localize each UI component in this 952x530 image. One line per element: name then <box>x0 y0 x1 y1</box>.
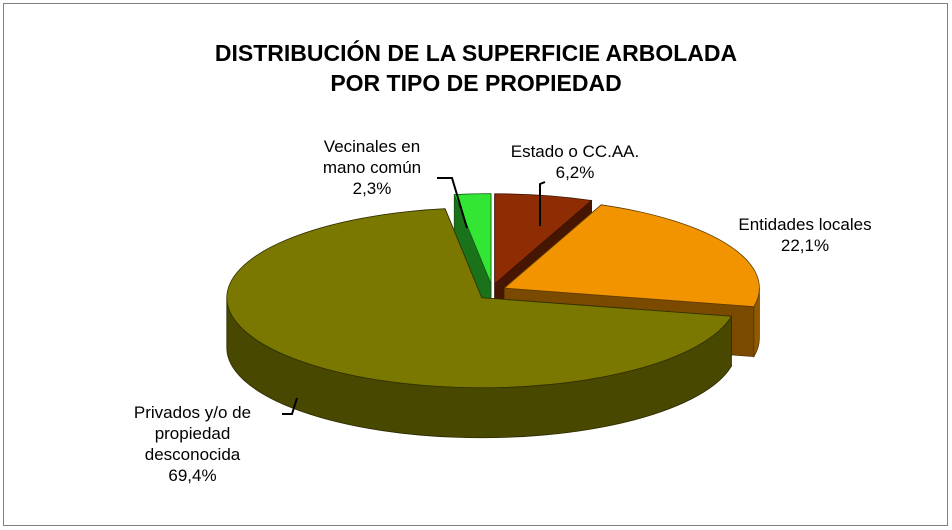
slice-label: Vecinales en mano común 2,3% <box>302 136 442 199</box>
leader-line <box>539 181 546 226</box>
category-label: Estado o CC.AA. <box>510 142 640 161</box>
slice <box>494 193 593 285</box>
slice-label: Entidades locales 22,1% <box>715 214 895 256</box>
value-label: 2,3% <box>352 179 392 198</box>
category-label: Privados y/o de propiedad desconocida <box>133 403 252 464</box>
category-label: Vecinales en mano común <box>322 137 422 177</box>
leader-line <box>282 397 298 415</box>
value-label: 69,4% <box>168 466 217 485</box>
chart-title: DISTRIBUCIÓN DE LA SUPERFICIE ARBOLADA P… <box>214 40 738 96</box>
slice-label: Privados y/o de propiedad desconocida 69,… <box>110 402 275 486</box>
slice <box>503 204 760 308</box>
value-label: 22,1% <box>780 236 830 255</box>
slice <box>226 208 733 439</box>
value-label: 6,2% <box>555 163 595 182</box>
slice-label: Estado o CC.AA. 6,2% <box>505 141 645 183</box>
leader-line <box>437 177 468 229</box>
pie <box>226 193 760 439</box>
category-label: Entidades locales <box>738 215 872 234</box>
slice <box>226 208 733 389</box>
